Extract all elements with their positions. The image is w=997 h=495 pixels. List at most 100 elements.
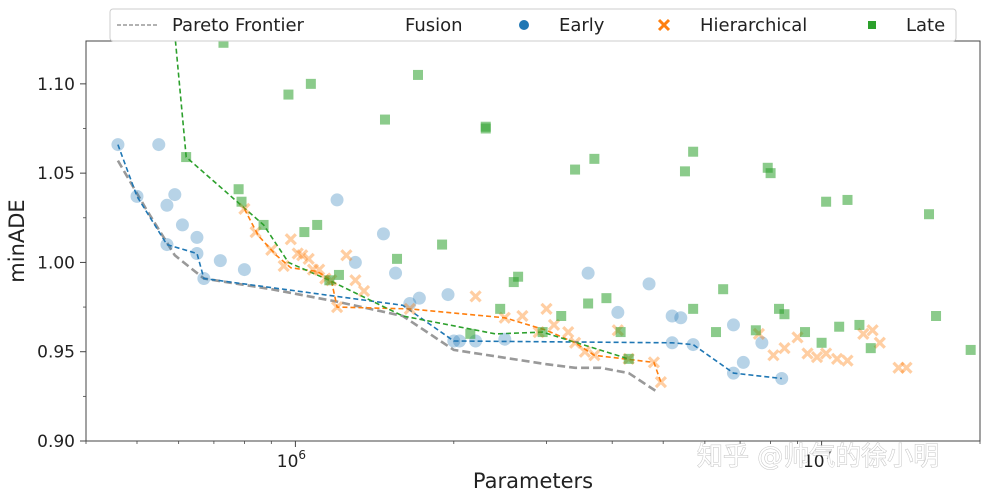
point-hierarchical-15 [357, 284, 371, 298]
point-late-31 [688, 303, 699, 314]
point-late-46 [924, 209, 935, 220]
point-hierarchical-22 [547, 318, 561, 332]
point-early-3 [160, 198, 174, 212]
point-late-43 [842, 194, 853, 205]
point-late-13 [412, 69, 423, 80]
point-hierarchical-13 [340, 249, 353, 262]
legend-box [109, 8, 957, 42]
y-tick-label: 0.90 [37, 432, 75, 452]
point-early-15 [389, 266, 403, 280]
point-hierarchical-16 [403, 302, 416, 316]
point-late-11 [379, 114, 390, 125]
point-hierarchical-5 [291, 247, 304, 260]
point-late-3 [236, 196, 247, 207]
point-early-27 [665, 336, 679, 350]
y-tick-label: 1.00 [37, 253, 75, 273]
point-late-22 [556, 311, 567, 321]
point-early-2 [152, 138, 166, 152]
point-late-35 [762, 162, 773, 173]
legend-early-label: Early [559, 15, 605, 36]
point-late-1 [218, 41, 229, 48]
point-early-16 [403, 297, 417, 310]
x-axis: 106 107 [85, 441, 981, 472]
point-late-30 [688, 146, 699, 157]
point-late-12 [392, 253, 403, 264]
point-early-7 [190, 230, 204, 244]
point-hierarchical-30 [654, 375, 668, 389]
y-axis-title: minADE [5, 199, 29, 282]
legend-frontier-label: Pareto Frontier [172, 15, 305, 36]
legend-hierarchical-marker [657, 18, 671, 32]
point-late-40 [816, 337, 827, 348]
point-hierarchical-25 [578, 345, 592, 358]
point-hierarchical-32 [767, 349, 780, 362]
point-late-5 [283, 89, 294, 100]
legend-late-label: Late [906, 15, 945, 36]
point-early-9 [213, 254, 227, 268]
point-early-19 [447, 334, 461, 348]
plot-frame [85, 40, 981, 442]
point-early-11 [237, 263, 251, 277]
point-early-18 [441, 288, 455, 302]
point-early-25 [642, 277, 656, 291]
point-hierarchical-24 [568, 336, 582, 349]
point-late-28 [623, 353, 634, 364]
y-tick-label: 1.05 [37, 164, 75, 184]
x-tick-label: 107 [803, 448, 832, 472]
point-late-32 [711, 327, 722, 338]
point-late-25 [583, 298, 594, 309]
point-hierarchical-35 [801, 347, 814, 360]
point-late-47 [931, 311, 942, 321]
point-hierarchical-9 [313, 263, 326, 276]
point-hierarchical-42 [873, 336, 886, 349]
point-late-6 [299, 227, 310, 238]
point-hierarchical-7 [302, 252, 315, 266]
point-early-14 [376, 227, 390, 241]
point-hierarchical-44 [900, 361, 913, 374]
point-hierarchical-19 [516, 309, 529, 323]
point-early-6 [160, 238, 174, 252]
point-hierarchical-37 [819, 347, 833, 360]
point-late-45 [865, 343, 876, 354]
point-early-0 [111, 138, 125, 152]
point-early-29 [686, 338, 700, 352]
point-late-18 [495, 303, 506, 314]
point-late-2 [233, 184, 244, 195]
point-hierarchical-12 [330, 300, 344, 314]
point-early-20 [452, 334, 466, 348]
point-early-8 [190, 247, 204, 260]
point-late-4 [258, 219, 269, 230]
point-late-17 [480, 121, 491, 132]
legend-hierarchical-label: Hierarchical [700, 15, 807, 36]
point-early-4 [168, 188, 182, 202]
frontier-line-late [174, 41, 629, 360]
point-hierarchical-2 [265, 243, 278, 257]
legend-group-title: Fusion [405, 15, 463, 36]
point-hierarchical-14 [349, 274, 362, 287]
point-late-21 [537, 327, 548, 338]
frontier-line-early [117, 144, 782, 380]
point-early-1 [130, 189, 144, 203]
point-hierarchical-4 [284, 233, 297, 246]
point-early-28 [674, 311, 688, 325]
y-tick-label: 0.95 [37, 343, 75, 363]
frontier-lines [116, 41, 782, 394]
frontier-line-hierarchical [243, 208, 662, 383]
point-early-31 [726, 366, 740, 380]
point-early-30 [726, 318, 740, 332]
point-hierarchical-21 [540, 302, 553, 316]
point-late-27 [615, 327, 626, 338]
point-hierarchical-33 [778, 341, 791, 355]
point-late-44 [854, 319, 865, 330]
point-early-13 [348, 255, 362, 269]
point-late-8 [312, 219, 323, 230]
point-late-33 [718, 284, 729, 295]
point-early-34 [775, 372, 789, 385]
point-late-24 [589, 153, 600, 164]
frontier-line-pareto-frontier [116, 159, 660, 394]
point-hierarchical-29 [647, 356, 661, 369]
point-late-26 [601, 293, 612, 304]
point-early-32 [736, 355, 750, 369]
point-hierarchical-23 [562, 325, 575, 339]
point-early-22 [498, 332, 512, 346]
